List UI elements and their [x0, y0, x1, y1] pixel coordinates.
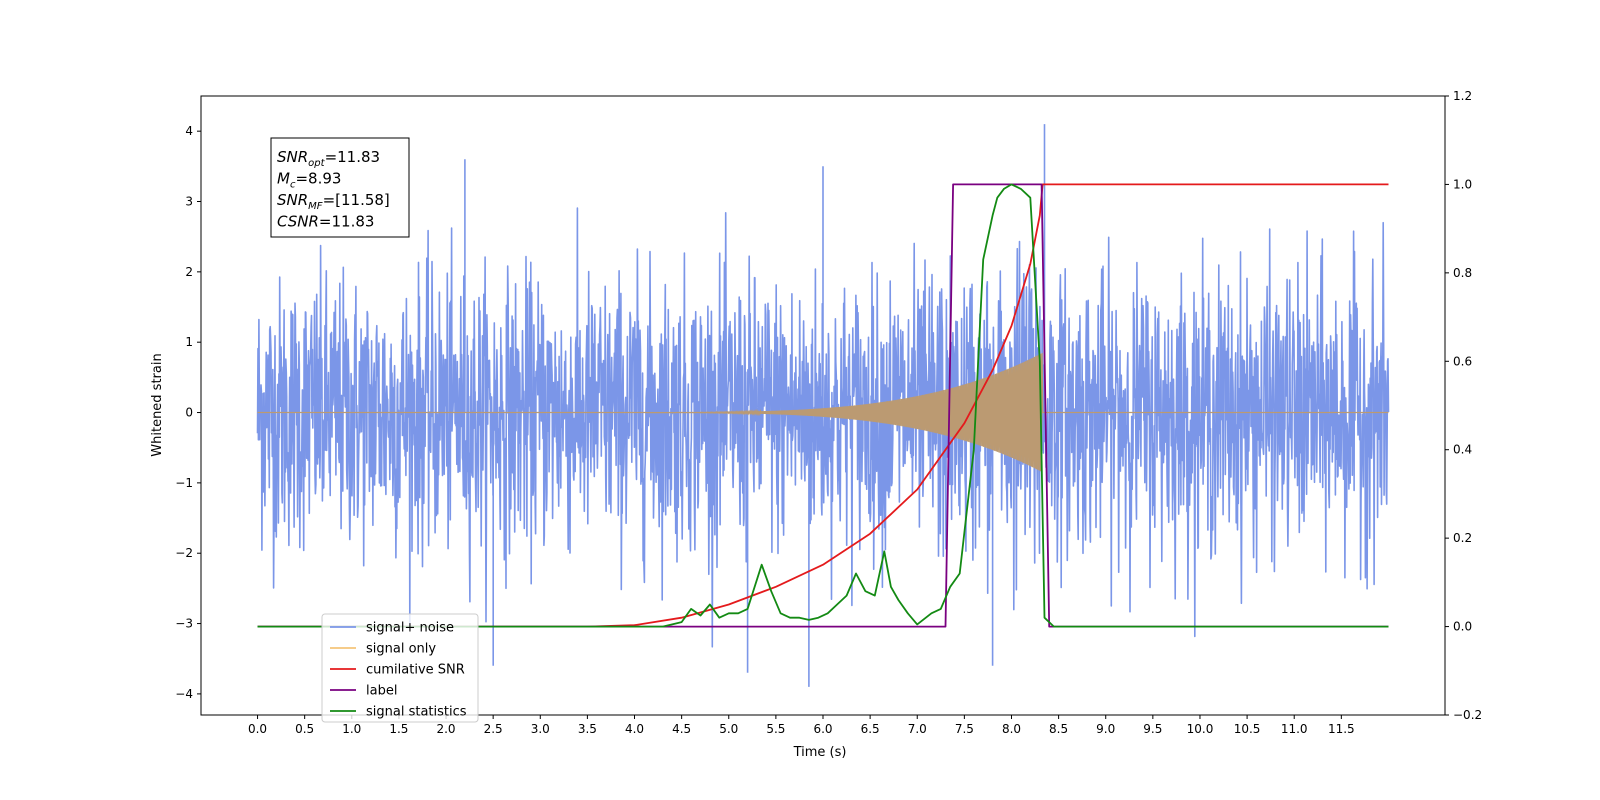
- x-tick-label: 11.0: [1281, 722, 1308, 736]
- legend-label: signal statistics: [366, 705, 467, 720]
- x-tick-label: 9.5: [1143, 722, 1162, 736]
- x-tick-label: 6.0: [813, 722, 832, 736]
- y-axis-right: 1.2 1.0 0.8 0.6 0.4 0.2 0.0 −0.2: [1445, 89, 1482, 722]
- x-axis-label: Time (s): [793, 745, 847, 760]
- y2-tick-label: 0.2: [1453, 531, 1472, 545]
- y2-tick-label: 0.0: [1453, 620, 1472, 634]
- series-signal-only: [257, 352, 1389, 472]
- x-tick-label: 5.0: [719, 722, 738, 736]
- x-tick-label: 1.5: [389, 722, 408, 736]
- annotation-line: SNRopt=11.83: [277, 148, 380, 169]
- y2-tick-label: −0.2: [1453, 708, 1482, 722]
- x-tick-label: 8.0: [1002, 722, 1021, 736]
- y-tick-label: −3: [175, 617, 193, 631]
- x-tick-label: 3.5: [578, 722, 597, 736]
- y2-tick-label: 0.4: [1453, 443, 1472, 457]
- y-tick-label: 3: [185, 195, 193, 209]
- plot-area: [256, 124, 1390, 687]
- x-tick-label: 4.0: [625, 722, 644, 736]
- series-layer: [256, 124, 1390, 687]
- x-tick-label: 0.0: [248, 722, 267, 736]
- x-tick-label: 9.0: [1096, 722, 1115, 736]
- legend-label: label: [366, 684, 397, 699]
- y2-tick-label: 1.2: [1453, 89, 1472, 103]
- x-tick-label: 8.5: [1049, 722, 1068, 736]
- y-tick-label: 1: [185, 335, 193, 349]
- y2-tick-label: 1.0: [1453, 177, 1472, 191]
- x-tick-label: 2.0: [436, 722, 455, 736]
- x-tick-label: 0.5: [295, 722, 314, 736]
- series-signal-statistics: [257, 183, 1389, 628]
- y2-tick-label: 0.8: [1453, 266, 1472, 280]
- x-axis: 0.0 0.5 1.0 1.5 2.0 2.5 3.0 3.5 4.0 4.5 5.0 5.5 6.0 6…: [248, 715, 1355, 736]
- x-tick-label: 1.0: [342, 722, 361, 736]
- x-tick-label: 4.5: [672, 722, 691, 736]
- x-tick-label: 7.5: [955, 722, 974, 736]
- x-tick-label: 2.5: [484, 722, 503, 736]
- x-tick-label: 10.0: [1187, 722, 1214, 736]
- annotation-line: Mc=8.93: [277, 170, 341, 191]
- legend-label: cumilative SNR: [366, 663, 465, 678]
- y-tick-label: −2: [175, 546, 193, 560]
- annotation-line: SNRMF=[11.58]: [277, 191, 390, 212]
- series-cumulative-snr: [257, 183, 1389, 628]
- annotation-box: SNRopt=11.83Mc=8.93SNRMF=[11.58]CSNR=11.…: [270, 137, 410, 238]
- y-tick-label: −4: [175, 687, 193, 701]
- y-tick-label: 2: [185, 265, 193, 279]
- y-axis-left: 4 3 2 1 0 −1 −2 −3 −4: [175, 124, 201, 701]
- x-tick-label: 11.5: [1328, 722, 1355, 736]
- y-axis-label: Whitened strain: [150, 353, 165, 456]
- legend-label: signal only: [366, 642, 436, 657]
- y2-tick-label: 0.6: [1453, 354, 1472, 368]
- x-tick-label: 10.5: [1234, 722, 1261, 736]
- x-tick-label: 6.5: [861, 722, 880, 736]
- annotation-line: CSNR=11.83: [277, 213, 374, 231]
- y-tick-label: −1: [175, 476, 193, 490]
- series-signal-noise: [256, 124, 1390, 687]
- y-tick-label: 4: [185, 124, 193, 138]
- x-tick-label: 7.0: [908, 722, 927, 736]
- x-tick-label: 3.0: [531, 722, 550, 736]
- x-tick-label: 5.5: [766, 722, 785, 736]
- legend: signal+ noise signal only cumilative SNR la…: [321, 613, 479, 723]
- y-tick-label: 0: [185, 406, 193, 420]
- legend-label: signal+ noise: [366, 621, 454, 636]
